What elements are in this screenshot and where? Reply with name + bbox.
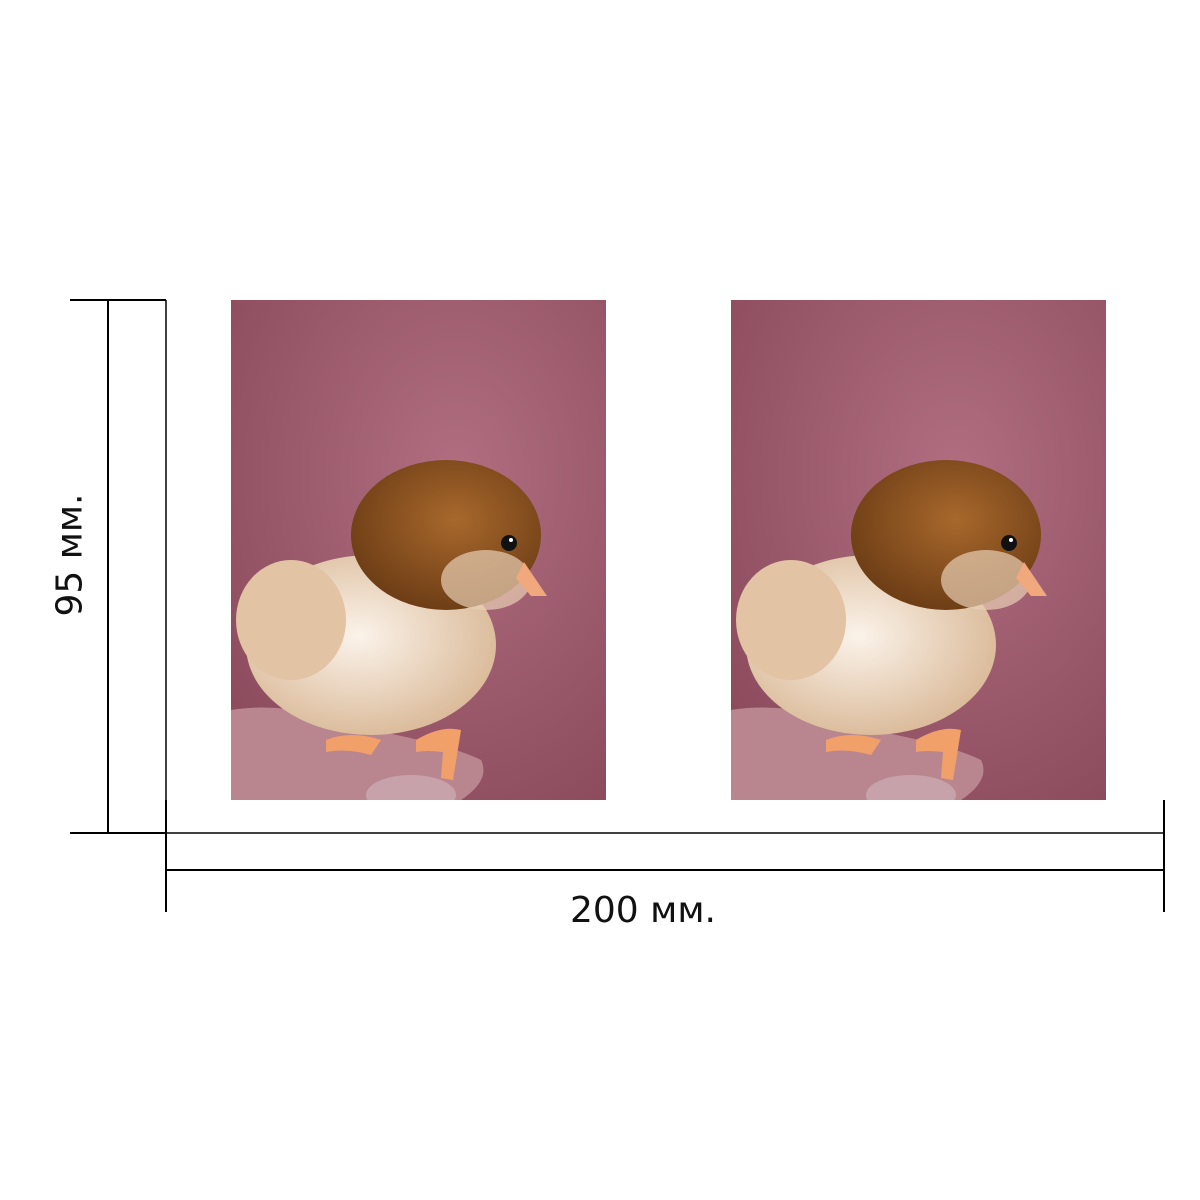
height-label: 95 мм. bbox=[49, 493, 91, 617]
chick-photo-left bbox=[231, 300, 606, 800]
width-label: 200 мм. bbox=[570, 890, 716, 931]
chick-image bbox=[231, 300, 606, 800]
chick-photo-right bbox=[731, 300, 1106, 800]
chick-image bbox=[731, 300, 1106, 800]
